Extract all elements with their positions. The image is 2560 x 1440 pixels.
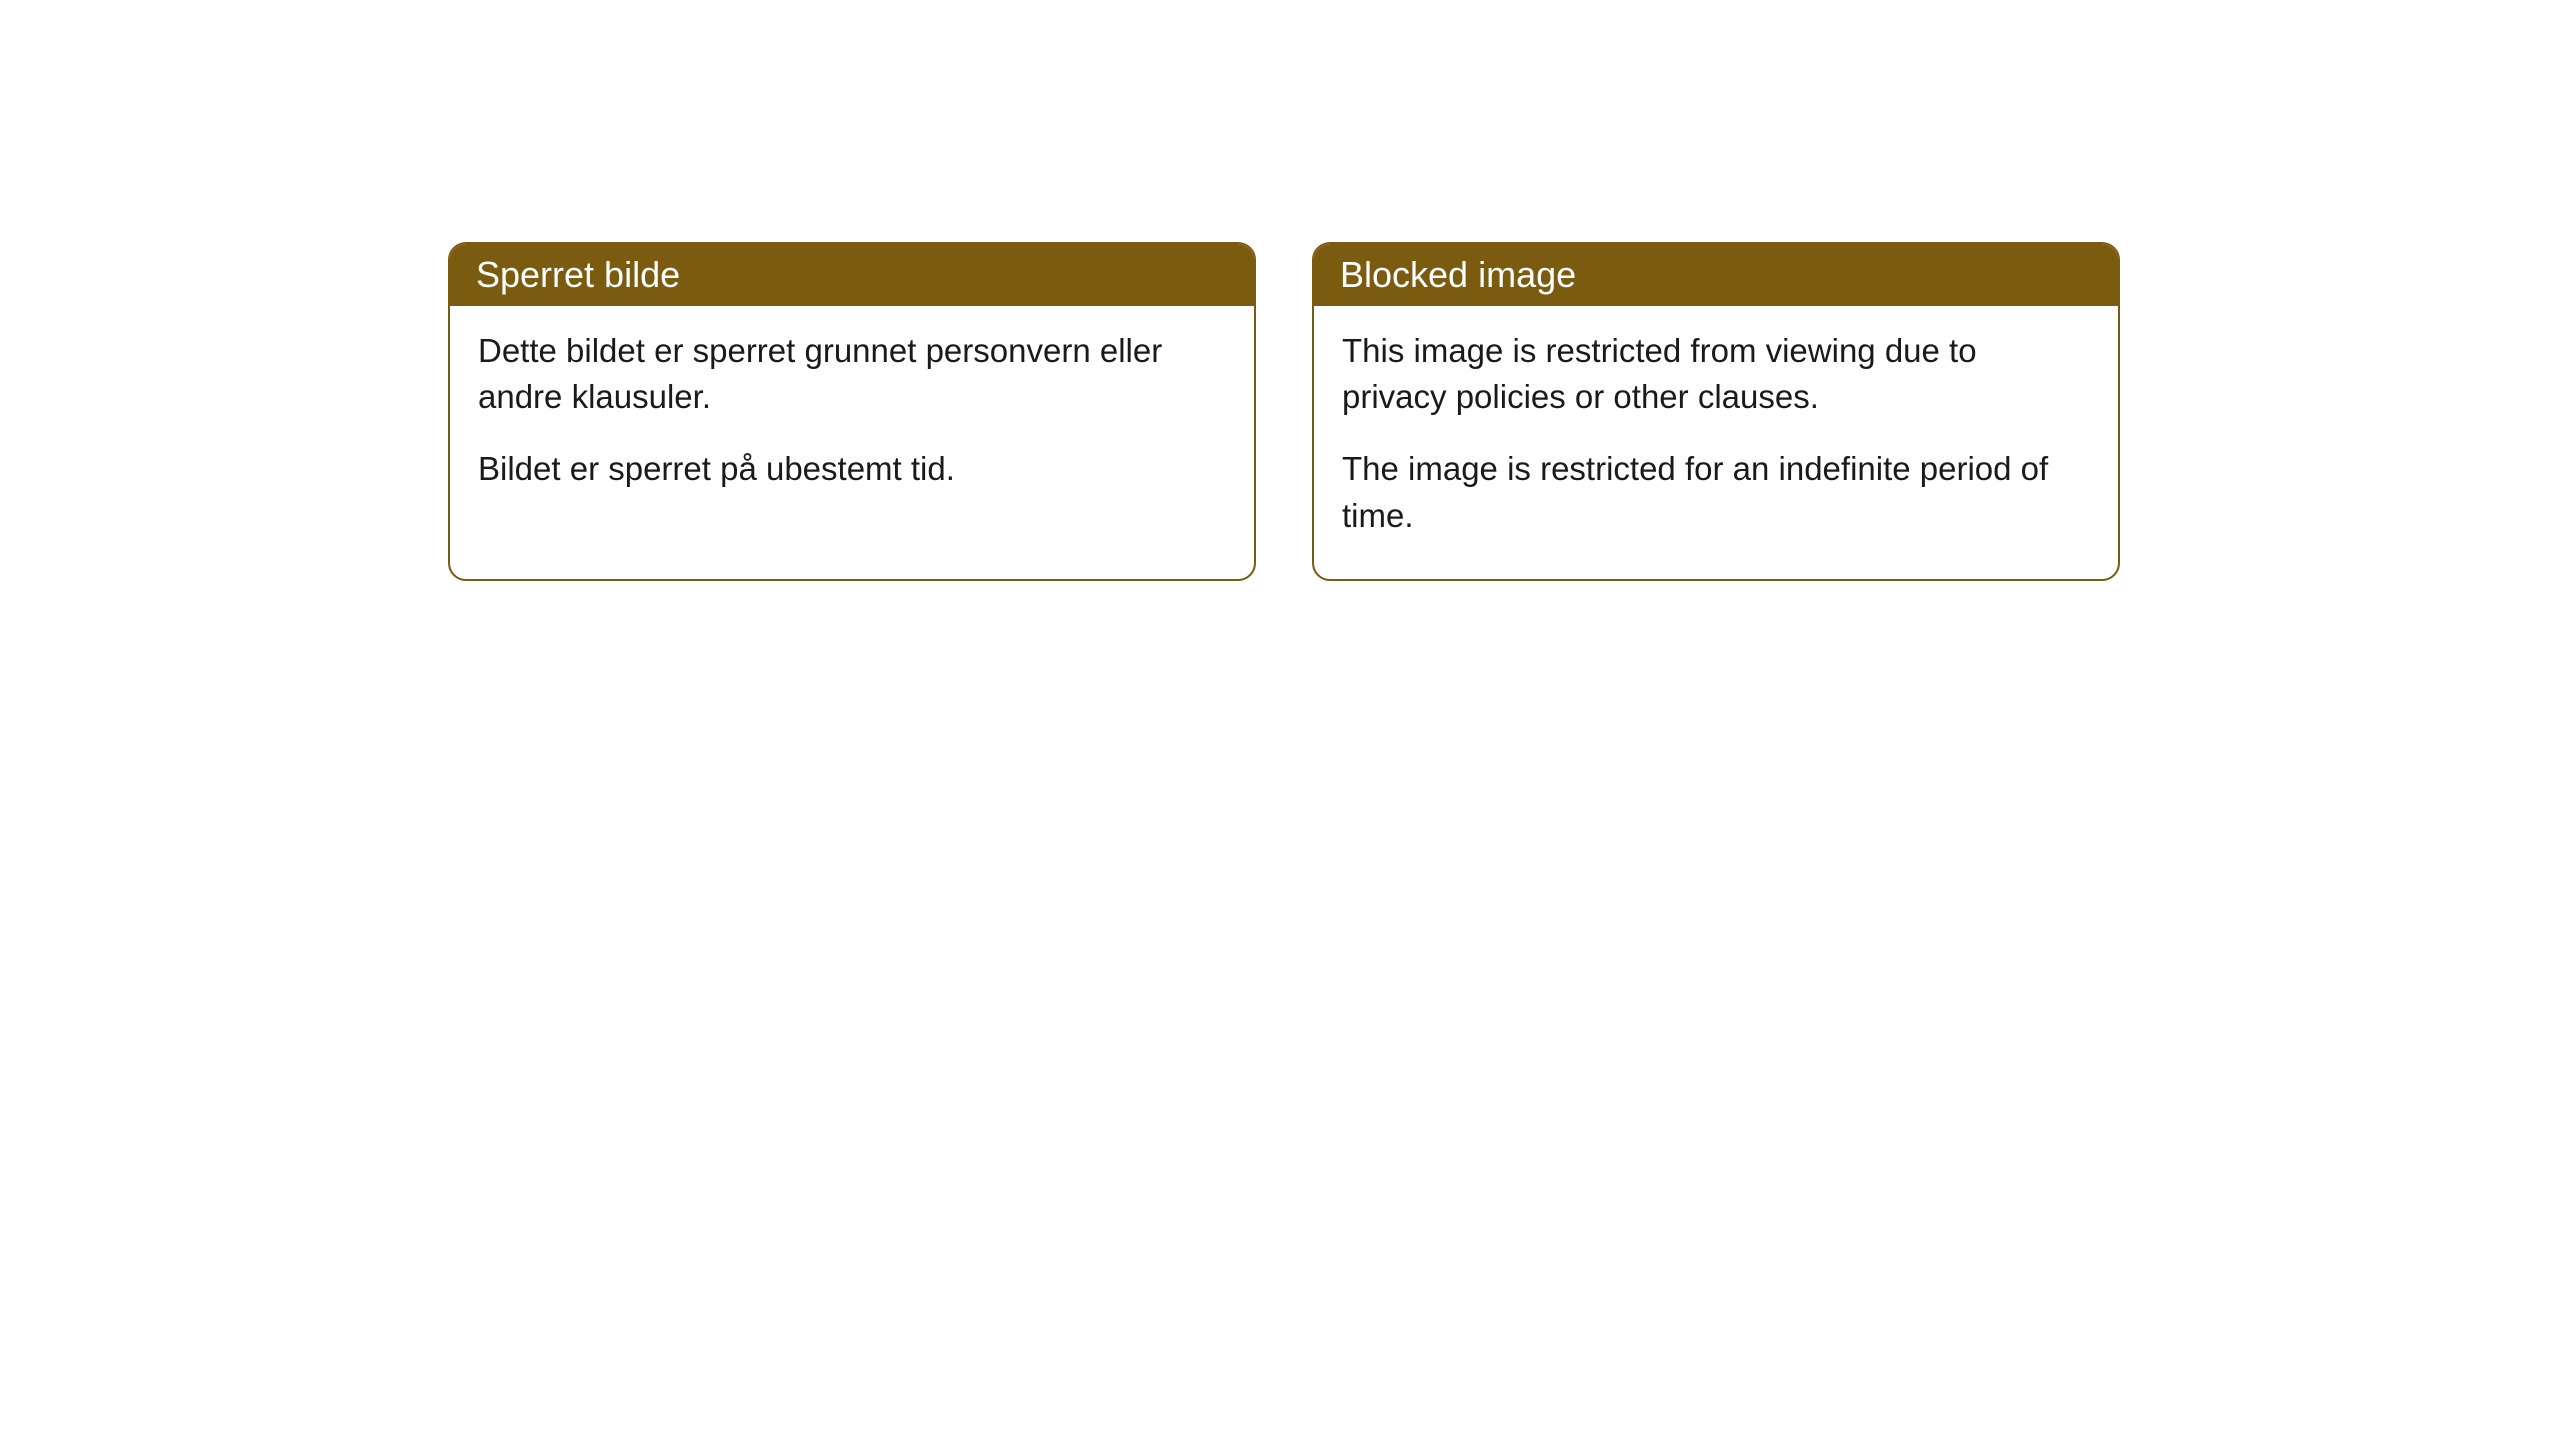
card-title: Blocked image (1340, 254, 1576, 295)
blocked-image-card-norwegian: Sperret bilde Dette bildet er sperret gr… (448, 242, 1256, 581)
card-body: This image is restricted from viewing du… (1314, 306, 2118, 579)
card-body: Dette bildet er sperret grunnet personve… (450, 306, 1254, 533)
card-paragraph: Dette bildet er sperret grunnet personve… (478, 328, 1226, 420)
card-paragraph: This image is restricted from viewing du… (1342, 328, 2090, 420)
card-paragraph: The image is restricted for an indefinit… (1342, 446, 2090, 538)
blocked-image-card-english: Blocked image This image is restricted f… (1312, 242, 2120, 581)
notice-cards-container: Sperret bilde Dette bildet er sperret gr… (448, 242, 2120, 581)
card-title: Sperret bilde (476, 254, 680, 295)
card-paragraph: Bildet er sperret på ubestemt tid. (478, 446, 1226, 492)
card-header: Sperret bilde (450, 244, 1254, 306)
card-header: Blocked image (1314, 244, 2118, 306)
